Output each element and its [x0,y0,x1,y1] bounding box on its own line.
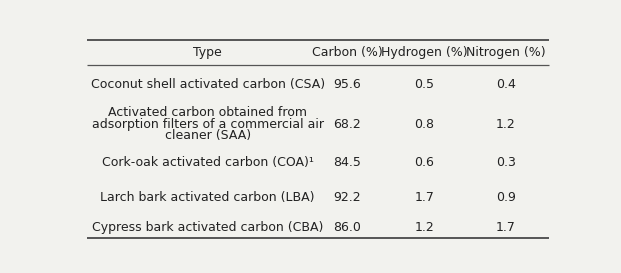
Text: 0.6: 0.6 [414,156,434,168]
Text: 1.2: 1.2 [414,221,434,234]
Text: 0.3: 0.3 [496,156,516,168]
Text: 0.5: 0.5 [414,78,434,91]
Text: 95.6: 95.6 [333,78,361,91]
Text: Cork-oak activated carbon (COA)¹: Cork-oak activated carbon (COA)¹ [102,156,314,168]
Text: Type: Type [193,46,222,59]
Text: Hydrogen (%): Hydrogen (%) [381,46,468,59]
Text: Carbon (%): Carbon (%) [312,46,383,59]
Text: adsorption filters of a commercial air: adsorption filters of a commercial air [91,118,324,131]
Text: Coconut shell activated carbon (CSA): Coconut shell activated carbon (CSA) [91,78,325,91]
Text: cleaner (SAA): cleaner (SAA) [165,129,251,142]
Text: 68.2: 68.2 [333,118,361,131]
Text: 1.2: 1.2 [496,118,516,131]
Text: 84.5: 84.5 [333,156,361,168]
Text: 86.0: 86.0 [333,221,361,234]
Text: 0.9: 0.9 [496,191,516,204]
Text: Larch bark activated carbon (LBA): Larch bark activated carbon (LBA) [101,191,315,204]
Text: Activated carbon obtained from: Activated carbon obtained from [108,106,307,119]
Text: 0.8: 0.8 [414,118,434,131]
Text: 92.2: 92.2 [333,191,361,204]
Text: 0.4: 0.4 [496,78,516,91]
Text: Cypress bark activated carbon (CBA): Cypress bark activated carbon (CBA) [92,221,324,234]
Text: 1.7: 1.7 [414,191,434,204]
Text: 1.7: 1.7 [496,221,516,234]
Text: Nitrogen (%): Nitrogen (%) [466,46,546,59]
